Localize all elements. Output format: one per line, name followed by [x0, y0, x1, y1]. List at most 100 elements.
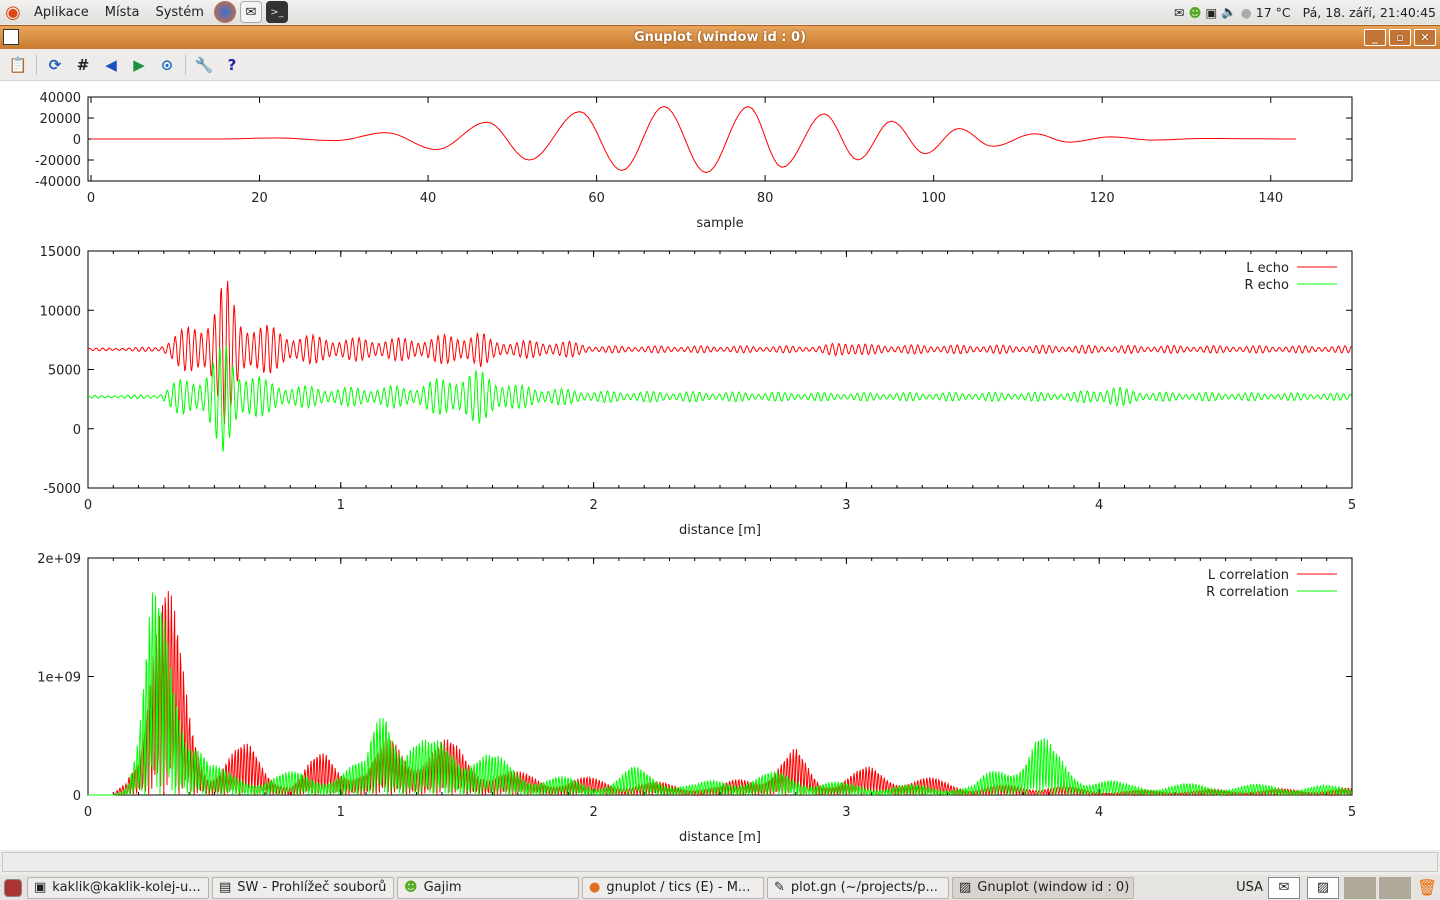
x-tick-label: 120 [1090, 191, 1115, 206]
task-firefox[interactable]: ● gnuplot / tics (E) - M... [582, 876, 764, 899]
y-tick-label: 0 [73, 789, 81, 804]
copy-to-clipboard-icon[interactable]: 📋 [8, 55, 28, 74]
unzoom-icon[interactable]: ⊙ [160, 55, 174, 74]
help-icon[interactable]: ? [227, 55, 237, 74]
legend-label: R echo [1244, 278, 1289, 293]
y-tick-label: -5000 [43, 482, 81, 497]
y-tick-label: -40000 [35, 175, 81, 190]
plot-frame [87, 250, 1353, 489]
file-browser-icon: ▤ [219, 880, 232, 895]
firefox-icon[interactable] [213, 1, 236, 23]
trash-icon[interactable]: 🗑 [1416, 878, 1438, 897]
task-file-browser[interactable]: ▤ SW - Prohlížeč souborů [212, 876, 394, 899]
window-titlebar[interactable]: Gnuplot (window id : 0) _ ▫ ✕ [0, 25, 1440, 49]
x-tick-label: 5 [1348, 805, 1356, 820]
gajim-icon[interactable]: ☻ [1188, 4, 1202, 20]
y-tick-label: 0 [73, 133, 81, 148]
task-gajim[interactable]: ☻ Gajim [397, 876, 579, 899]
temperature[interactable]: 17 °C [1255, 4, 1291, 20]
minimize-button[interactable]: _ [1364, 29, 1386, 46]
terminal-icon: ▣ [34, 880, 47, 895]
series-line-r-correlation [88, 592, 1352, 797]
weather-icon[interactable]: ● [1240, 4, 1252, 20]
series-line-r-echo [88, 345, 1352, 452]
gnuplot-figure: 0 20 40 60 80 100 120 14040000200000-20000-4000… [35, 91, 1356, 845]
y-tick-label: 0 [73, 423, 81, 438]
x-tick-label: 5 [1348, 498, 1356, 513]
x-tick-label: 140 [1258, 191, 1283, 206]
y-tick-label: 15000 [40, 245, 81, 260]
options-wrench-icon[interactable]: 🔧 [194, 55, 214, 74]
x-tick-label: 4 [1095, 805, 1103, 820]
workspace-1[interactable]: ✉ [1268, 876, 1300, 899]
x-tick-label: 0 [84, 805, 92, 820]
legend-label: L correlation [1208, 568, 1289, 583]
x-tick-label: 2 [589, 805, 597, 820]
x-axis-label: distance [m] [679, 830, 761, 845]
top-panel: ◉ Aplikace Místa Systém ✉ >_ ✉ ☻ ▣ 🔈 ● 1… [0, 0, 1440, 24]
network-icon[interactable]: ▣ [1205, 4, 1218, 20]
workspace-2[interactable]: ▨ [1307, 876, 1339, 899]
x-tick-label: 60 [588, 191, 605, 206]
task-editor[interactable]: ✎ plot.gn (~/projects/p... [767, 876, 949, 899]
text-editor-icon: ✎ [774, 880, 785, 895]
gnuplot-icon: ▨ [959, 880, 972, 895]
gnuplot-app-icon[interactable] [3, 29, 19, 45]
clock[interactable]: Pá, 18. září, 21:40:45 [1302, 4, 1436, 20]
x-tick-label: 1 [337, 805, 345, 820]
system-tray: ✉ ☻ ▣ 🔈 ● 17 °C Pá, 18. září, 21:40:45 [1174, 0, 1436, 24]
x-tick-label: 80 [757, 191, 774, 206]
workspace-3[interactable] [1344, 876, 1376, 899]
window-title: Gnuplot (window id : 0) [633, 30, 807, 45]
series-line-l-echo [87, 280, 1352, 425]
x-tick-label: 3 [842, 805, 850, 820]
x-tick-label: 3 [842, 498, 850, 513]
x-tick-label: 20 [251, 191, 268, 206]
x-tick-label: 0 [87, 191, 95, 206]
volume-icon[interactable]: 🔈 [1221, 4, 1237, 19]
firefox-icon: ● [589, 880, 601, 895]
zoom-previous-icon[interactable]: ◀ [105, 55, 117, 74]
series-line-l-correlation [88, 590, 1352, 797]
x-tick-label: 4 [1095, 498, 1103, 513]
x-tick-label: 1 [337, 498, 345, 513]
workspace-4[interactable] [1379, 876, 1411, 899]
task-gnuplot[interactable]: ▨ Gnuplot (window id : 0) [952, 876, 1134, 899]
legend-label: R correlation [1206, 585, 1289, 600]
menu-applications[interactable]: Aplikace [34, 4, 89, 20]
show-desktop-icon[interactable] [4, 878, 22, 897]
y-tick-label: 1e+09 [37, 671, 81, 686]
zoom-next-icon[interactable]: ▶ [133, 55, 145, 74]
grid-icon[interactable]: # [76, 55, 90, 74]
y-tick-label: 2e+09 [37, 552, 81, 567]
plot-frame [87, 96, 1353, 182]
close-button[interactable]: ✕ [1414, 29, 1436, 46]
y-tick-label: 40000 [40, 91, 81, 106]
plot-frame [87, 557, 1353, 796]
replot-icon[interactable]: ⟳ [48, 55, 62, 74]
terminal-icon[interactable]: >_ [265, 1, 288, 23]
plot-canvas[interactable]: 0 20 40 60 80 100 120 140 40000 20000 0 -20000 -4000… [0, 81, 1440, 850]
series-line-signal [91, 105, 1296, 174]
x-tick-label: 0 [84, 498, 92, 513]
task-terminal[interactable]: ▣ kaklik@kaklik-kolej-u... [27, 876, 209, 899]
keyboard-layout[interactable]: USA [1236, 880, 1263, 895]
menu-system[interactable]: Systém [155, 4, 204, 20]
x-axis-label: distance [m] [679, 523, 761, 538]
y-tick-label: 10000 [40, 304, 81, 319]
y-tick-label: 5000 [48, 364, 81, 379]
x-tick-label: 2 [589, 498, 597, 513]
menu-places[interactable]: Místa [104, 4, 140, 20]
mail-notify-icon[interactable]: ✉ [1173, 4, 1185, 20]
y-tick-label: 20000 [40, 112, 81, 127]
y-tick-label: -20000 [35, 154, 81, 169]
x-tick-label: 100 [921, 191, 946, 206]
maximize-button[interactable]: ▫ [1389, 29, 1411, 46]
toolbar: 📋 ⟳ # ◀ ▶ ⊙ 🔧 ? [0, 49, 1440, 81]
toolbar-separator [185, 54, 186, 75]
mail-icon[interactable]: ✉ [239, 1, 262, 23]
x-axis-label: sample [696, 216, 743, 231]
ubuntu-logo-icon[interactable]: ◉ [5, 1, 21, 23]
toolbar-separator [36, 54, 37, 75]
legend-label: L echo [1246, 261, 1289, 276]
